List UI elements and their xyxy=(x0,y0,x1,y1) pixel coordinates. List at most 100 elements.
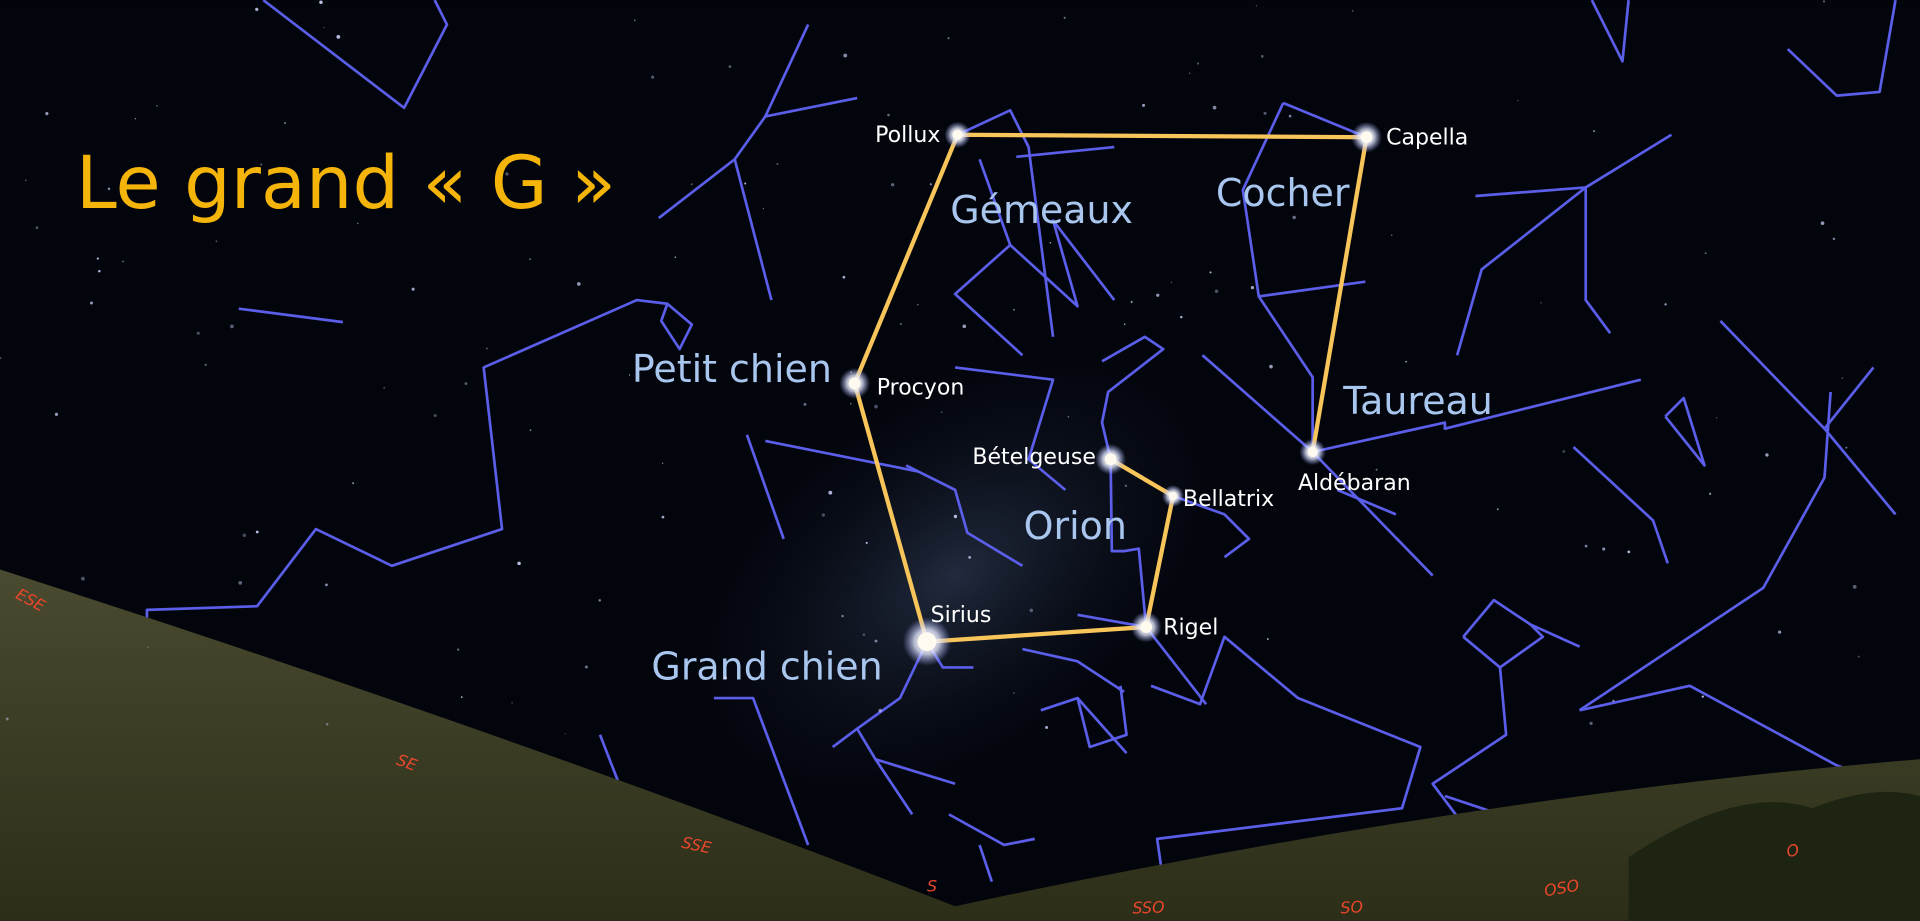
faint-star xyxy=(1013,692,1015,694)
faint-star xyxy=(1584,544,1588,548)
faint-star xyxy=(890,183,895,187)
faint-star xyxy=(284,122,287,125)
faint-star xyxy=(1852,585,1857,589)
direction-label: S xyxy=(927,877,937,896)
trees xyxy=(1628,791,1920,921)
faint-star xyxy=(1832,237,1836,241)
star xyxy=(1360,131,1373,144)
faint-star xyxy=(1170,281,1173,284)
faint-star xyxy=(1212,105,1217,110)
faint-star xyxy=(744,182,747,185)
faint-star xyxy=(1765,453,1769,457)
faint-star xyxy=(456,648,460,651)
faint-star xyxy=(628,374,631,376)
faint-star xyxy=(728,65,732,68)
faint-star xyxy=(878,708,882,713)
faint-star xyxy=(850,371,852,373)
faint-star xyxy=(1857,655,1860,658)
faint-star xyxy=(874,404,878,409)
star-label: Capella xyxy=(1386,126,1468,151)
faint-star xyxy=(1777,630,1782,634)
faint-star xyxy=(776,162,779,166)
faint-star xyxy=(917,304,919,306)
faint-star xyxy=(1288,114,1292,118)
faint-star xyxy=(564,733,566,735)
faint-star xyxy=(1701,695,1704,698)
faint-star xyxy=(962,324,967,329)
faint-star xyxy=(1214,289,1219,294)
faint-star xyxy=(634,19,636,21)
faint-star xyxy=(433,414,437,417)
star-label: Rigel xyxy=(1163,615,1218,640)
faint-star xyxy=(1045,725,1049,729)
faint-star xyxy=(1351,10,1354,12)
faint-star xyxy=(259,163,263,166)
faint-star xyxy=(486,347,488,350)
faint-star xyxy=(887,113,890,117)
faint-star xyxy=(460,696,463,699)
faint-star xyxy=(651,75,655,79)
faint-star xyxy=(1704,252,1707,255)
faint-star xyxy=(1142,103,1146,107)
faint-star xyxy=(352,482,355,485)
faint-star xyxy=(690,183,693,186)
faint-star xyxy=(1540,302,1542,304)
faint-star xyxy=(1292,215,1296,220)
faint-star xyxy=(122,260,124,263)
faint-star xyxy=(598,599,601,602)
faint-star xyxy=(1049,241,1052,244)
faint-star xyxy=(1124,484,1128,487)
faint-star xyxy=(204,363,207,367)
constellation-label: Gémeaux xyxy=(950,188,1133,232)
faint-star xyxy=(1562,450,1566,453)
star-label: Procyon xyxy=(877,375,965,400)
constellation-lines xyxy=(145,0,1897,883)
faint-star xyxy=(1664,303,1667,306)
faint-star xyxy=(674,256,677,258)
direction-label: O xyxy=(1785,840,1801,861)
faint-star xyxy=(1067,416,1070,418)
faint-star xyxy=(147,646,149,649)
faint-star xyxy=(1589,721,1593,726)
faint-star xyxy=(1156,293,1160,297)
constellation-label: Grand chien xyxy=(651,645,882,689)
faint-star xyxy=(156,104,158,107)
faint-star xyxy=(1263,111,1267,115)
faint-star xyxy=(821,513,825,517)
faint-star xyxy=(1592,130,1596,133)
faint-star xyxy=(1266,638,1269,640)
faint-star xyxy=(841,614,844,618)
faint-star xyxy=(1180,315,1183,319)
star xyxy=(1104,453,1117,466)
faint-star xyxy=(1209,271,1212,274)
faint-star xyxy=(25,179,27,182)
faint-star xyxy=(5,717,9,721)
ground xyxy=(0,569,1920,921)
star-label: Pollux xyxy=(875,123,940,148)
faint-star xyxy=(661,515,665,519)
faint-star xyxy=(0,356,2,360)
faint-star xyxy=(383,386,386,389)
star xyxy=(1168,491,1178,501)
faint-star xyxy=(953,514,958,519)
faint-star xyxy=(464,382,468,385)
constellation-label: Taureau xyxy=(1342,379,1493,423)
star-label: Aldébaran xyxy=(1298,471,1411,496)
constellation-label: Orion xyxy=(1024,504,1127,548)
faint-star xyxy=(505,172,509,176)
faint-star xyxy=(842,275,846,279)
faint-star xyxy=(968,555,972,559)
faint-star xyxy=(1130,300,1133,303)
faint-star xyxy=(1375,468,1378,471)
faint-star xyxy=(517,561,521,566)
faint-star xyxy=(336,34,341,39)
faint-star xyxy=(940,411,943,413)
faint-star xyxy=(255,530,259,534)
faint-star xyxy=(411,287,415,291)
star-label: Bellatrix xyxy=(1183,487,1274,512)
faint-star xyxy=(1196,62,1200,65)
faint-star xyxy=(1845,446,1848,449)
faint-star xyxy=(762,208,764,210)
faint-star xyxy=(1627,550,1631,554)
